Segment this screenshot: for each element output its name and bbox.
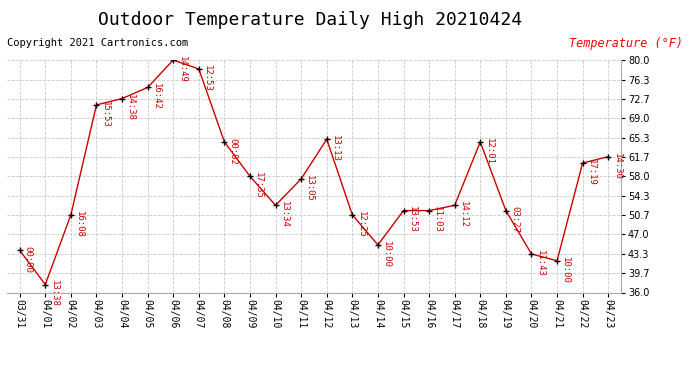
Text: 03:27: 03:27 <box>510 206 519 233</box>
Text: 15:53: 15:53 <box>101 101 110 128</box>
Text: 11:03: 11:03 <box>433 206 442 233</box>
Text: 17:35: 17:35 <box>254 172 263 199</box>
Text: Copyright 2021 Cartronics.com: Copyright 2021 Cartronics.com <box>7 38 188 48</box>
Text: 13:13: 13:13 <box>331 135 340 162</box>
Text: 00:02: 00:02 <box>228 138 237 165</box>
Text: 11:43: 11:43 <box>535 250 544 277</box>
Text: 13:05: 13:05 <box>305 175 315 202</box>
Text: 13:38: 13:38 <box>50 280 59 307</box>
Text: 17:19: 17:19 <box>586 159 595 186</box>
Text: 14:49: 14:49 <box>177 56 186 83</box>
Text: 14:38: 14:38 <box>126 94 135 121</box>
Text: Temperature (°F): Temperature (°F) <box>569 38 683 51</box>
Text: 13:34: 13:34 <box>279 201 288 228</box>
Text: 12:01: 12:01 <box>484 138 493 165</box>
Text: 13:53: 13:53 <box>408 206 417 233</box>
Text: 16:42: 16:42 <box>152 83 161 110</box>
Text: 10:00: 10:00 <box>382 241 391 268</box>
Text: 10:00: 10:00 <box>561 256 570 284</box>
Text: 14:12: 14:12 <box>459 201 468 228</box>
Text: Outdoor Temperature Daily High 20210424: Outdoor Temperature Daily High 20210424 <box>99 11 522 29</box>
Text: 00:00: 00:00 <box>24 246 33 273</box>
Text: 12:25: 12:25 <box>357 211 366 237</box>
Text: 12:53: 12:53 <box>203 65 212 92</box>
Text: 14:30: 14:30 <box>612 153 622 179</box>
Text: 16:08: 16:08 <box>75 211 84 237</box>
